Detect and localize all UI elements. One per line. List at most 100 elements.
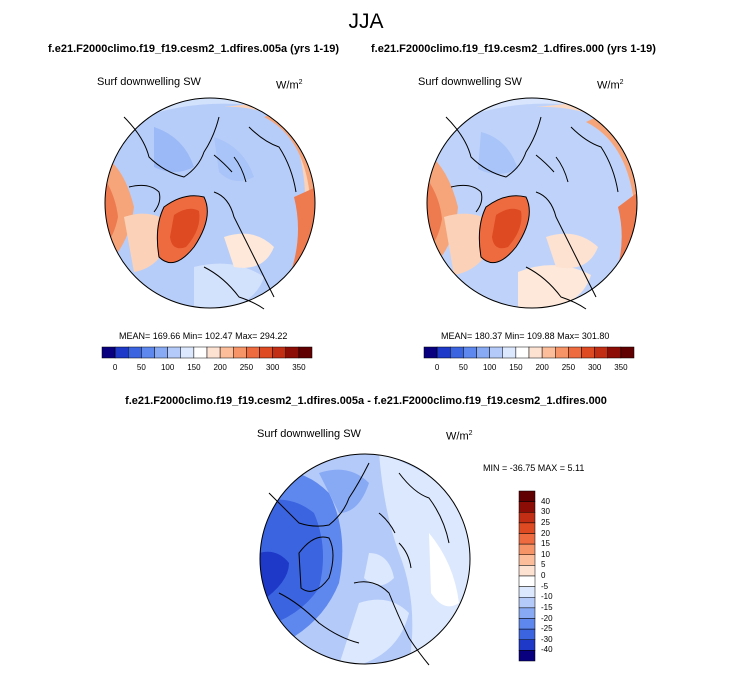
colorbar-difference-tick-label: 40 [541,496,550,506]
colorbar-difference-swatch [518,607,536,619]
colorbar-right-tick-label: 250 [561,363,576,372]
colorbar-left-swatch [219,346,234,359]
colorbar-right-swatch [620,346,635,359]
colorbar-difference-tick-label: -15 [541,602,553,612]
colorbar-right-swatch [423,346,438,359]
colorbar-right-swatch [607,346,622,359]
panel-left-units: W/m2 [276,79,303,92]
colorbar-left-swatch [272,346,286,359]
colorbar-left-tick-label: 350 [292,363,306,372]
colorbar-difference-tick-label: 20 [541,528,550,538]
colorbar-right-tick-label: 100 [482,363,497,372]
colorbar-left-tick-label: 150 [187,363,201,372]
colorbar-difference-swatch [518,597,536,609]
polar-map-left [104,97,316,310]
figure-title: JJA [348,10,384,33]
panel-case-title-left: f.e21.F2000climo.f19_f19.cesm2_1.dfires.… [48,43,340,55]
colorbar-right-tick-label: 0 [434,363,440,372]
colorbar-right-swatch [581,346,595,359]
colorbar-right-swatch [450,346,464,359]
colorbar-left-swatch [101,346,116,359]
colorbar-difference-tick-label: 5 [541,560,546,570]
colorbar-difference-swatch [518,575,536,587]
colorbar-right [423,346,635,359]
colorbar-left-swatch [114,346,129,359]
colorbar-difference-swatch [518,512,536,524]
colorbar-right-swatch [515,346,530,359]
colorbar-difference-tick-label: -5 [541,581,549,591]
colorbar-difference-swatch [518,543,536,555]
colorbar-left-swatch [233,346,247,359]
colorbar-difference-tick-label: -25 [541,624,553,634]
colorbar-left-swatch [193,346,208,359]
colorbar-right-swatch [502,346,517,359]
colorbar-difference-tick-label: 0 [541,571,546,580]
panel-right-units: W/m2 [597,79,624,92]
panel-case-title-right: f.e21.F2000climo.f19_f19.cesm2_1.dfires.… [371,43,656,55]
colorbar-left-swatch [180,346,195,359]
colorbar-difference-swatch [518,501,536,513]
colorbar-right-tick-label: 300 [587,363,602,372]
colorbar-left [101,346,313,359]
colorbar-right-tick-label: 150 [509,363,523,372]
colorbar-difference-tick-label: 15 [541,539,550,549]
colorbar-right-swatch [568,346,582,359]
colorbar-difference-tick-label: 25 [541,517,550,527]
colorbar-difference-swatch [518,650,536,662]
colorbar-left-ticks: 0 50 100 150 200 250 300 350 [102,363,312,375]
colorbar-right-swatch [594,346,608,359]
colorbar-right-swatch [463,346,477,359]
colorbar-difference-tick-label: 30 [541,507,550,517]
colorbar-left-swatch [285,346,300,359]
colorbar-difference-swatch [518,490,536,502]
diff-panel-variable: Surf downwelling SW [257,428,361,440]
panel-right-stats: MEAN= 180.37 Min= 109.88 Max= 301.80 [441,331,610,341]
colorbar-right-swatch [528,346,543,359]
colorbar-right-swatch [489,346,503,359]
colorbar-left-swatch [206,346,221,359]
colorbar-difference-tick-label: 10 [541,549,550,559]
colorbar-right-ticks: 0 50 100 150 200 250 300 350 [424,363,634,375]
colorbar-right-tick-label: 50 [458,363,468,372]
colorbar-difference-swatch [518,565,536,577]
colorbar-left-tick-label: 200 [213,363,227,372]
colorbar-right-tick-label: 200 [535,363,549,372]
colorbar-left-swatch [167,346,181,359]
colorbar-left-swatch [128,346,142,359]
colorbar-difference-tick-label: -40 [541,645,553,655]
colorbar-difference-tick-label: -20 [541,613,553,623]
colorbar-difference [518,490,536,662]
colorbar-difference-swatch [518,639,536,651]
diff-panel-stats: MIN = -36.75 MAX = 5.11 [483,463,585,473]
polar-map-difference [259,453,471,666]
colorbar-difference-swatch [518,533,536,545]
panel-left-variable: Surf downwelling SW [97,76,201,88]
colorbar-left-swatch [246,346,260,359]
colorbar-left-tick-label: 0 [112,363,118,372]
colorbar-right-swatch [476,346,490,359]
colorbar-difference-swatch [518,554,536,566]
colorbar-difference-swatch [518,586,536,598]
panel-right-variable: Surf downwelling SW [418,76,522,88]
colorbar-left-swatch [259,346,273,359]
colorbar-right-swatch [555,346,569,359]
colorbar-left-tick-label: 100 [160,363,175,372]
difference-title: f.e21.F2000climo.f19_f19.cesm2_1.dfires.… [125,395,607,407]
colorbar-left-tick-label: 250 [239,363,254,372]
colorbar-left-swatch [154,346,168,359]
colorbar-difference-swatch [518,522,536,534]
colorbar-right-tick-label: 350 [614,363,628,372]
polar-map-right [426,97,638,310]
colorbar-left-tick-label: 50 [136,363,146,372]
colorbar-difference-swatch [518,628,536,640]
colorbar-left-swatch [298,346,313,359]
colorbar-right-swatch [436,346,451,359]
colorbar-difference-ticks: 40 30 25 20 15 10 5 0 -5 -10 -15 -20 -25 -30 -40 [541,491,571,661]
colorbar-left-tick-label: 300 [265,363,280,372]
colorbar-difference-tick-label: -10 [541,592,553,602]
panel-left-stats: MEAN= 169.66 Min= 102.47 Max= 294.22 [119,331,288,341]
colorbar-left-swatch [141,346,155,359]
colorbar-right-swatch [541,346,556,359]
colorbar-difference-tick-label: -30 [541,634,553,644]
diff-panel-units: W/m2 [446,430,473,443]
